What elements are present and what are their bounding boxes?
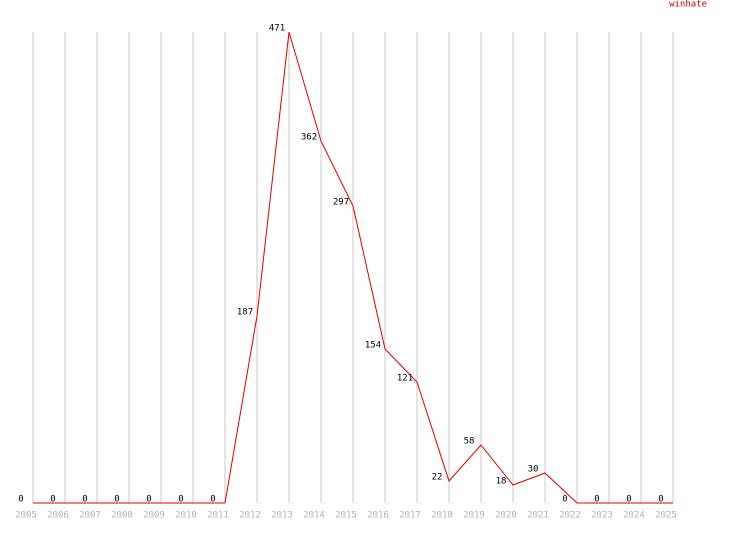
x-tick-label: 2019 bbox=[463, 511, 485, 521]
data-label: 0 bbox=[50, 495, 55, 505]
data-label: 0 bbox=[178, 495, 183, 505]
data-label: 0 bbox=[18, 495, 23, 505]
data-label: 58 bbox=[464, 437, 475, 447]
x-tick-label: 2011 bbox=[207, 511, 229, 521]
data-label: 30 bbox=[528, 465, 539, 475]
data-label: 0 bbox=[626, 495, 631, 505]
x-tick-label: 2024 bbox=[623, 511, 645, 521]
data-label: 22 bbox=[432, 473, 443, 483]
x-tick-label: 2022 bbox=[559, 511, 581, 521]
x-tick-label: 2021 bbox=[527, 511, 549, 521]
x-tick-label: 2023 bbox=[591, 511, 613, 521]
data-label: 187 bbox=[237, 308, 253, 318]
x-tick-label: 2016 bbox=[367, 511, 389, 521]
x-tick-label: 2009 bbox=[143, 511, 165, 521]
x-tick-label: 2025 bbox=[655, 511, 677, 521]
data-label: 0 bbox=[82, 495, 87, 505]
data-label: 0 bbox=[658, 495, 663, 505]
data-label: 154 bbox=[365, 341, 381, 351]
data-label: 0 bbox=[562, 495, 567, 505]
data-line bbox=[33, 31, 673, 504]
x-tick-label: 2008 bbox=[111, 511, 133, 521]
data-label: 18 bbox=[496, 477, 507, 487]
data-label: 0 bbox=[146, 495, 151, 505]
data-label: 0 bbox=[594, 495, 599, 505]
x-tick-label: 2018 bbox=[431, 511, 453, 521]
data-label: 362 bbox=[301, 133, 317, 143]
data-label: 471 bbox=[269, 24, 285, 34]
data-label: 297 bbox=[333, 198, 349, 208]
data-label: 0 bbox=[210, 495, 215, 505]
x-tick-label: 2005 bbox=[15, 511, 37, 521]
chart-title: winhate bbox=[669, 0, 707, 10]
x-tick-label: 2020 bbox=[495, 511, 517, 521]
data-label: 121 bbox=[397, 374, 413, 384]
x-tick-label: 2015 bbox=[335, 511, 357, 521]
x-tick-label: 2013 bbox=[271, 511, 293, 521]
x-tick-label: 2014 bbox=[303, 511, 325, 521]
x-tick-label: 2017 bbox=[399, 511, 421, 521]
x-tick-label: 2012 bbox=[239, 511, 261, 521]
x-tick-label: 2010 bbox=[175, 511, 197, 521]
data-label: 0 bbox=[114, 495, 119, 505]
x-tick-label: 2006 bbox=[47, 511, 69, 521]
x-tick-label: 2007 bbox=[79, 511, 101, 521]
